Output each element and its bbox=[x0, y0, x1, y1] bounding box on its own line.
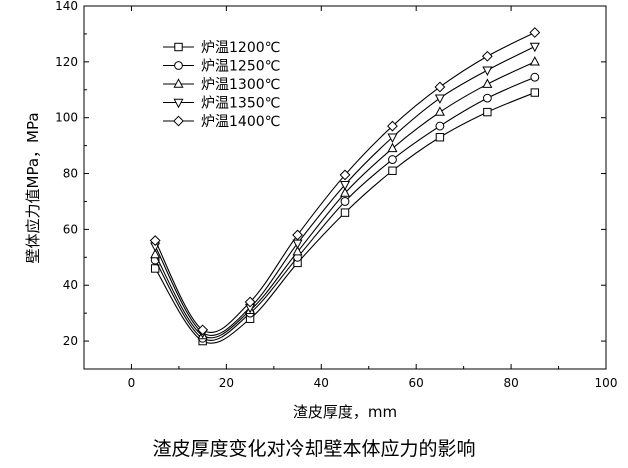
data-point bbox=[435, 133, 445, 142]
data-point bbox=[339, 187, 351, 197]
plot-frame bbox=[83, 5, 607, 370]
x-tick-label: 0 bbox=[128, 376, 136, 390]
legend-label: 炉温1350℃ bbox=[201, 96, 280, 112]
data-point bbox=[434, 106, 445, 116]
series-line bbox=[154, 92, 536, 344]
data-point bbox=[387, 120, 398, 132]
data-point bbox=[150, 264, 160, 273]
legend-marker bbox=[174, 61, 183, 70]
data-point bbox=[388, 155, 397, 164]
legend-marker bbox=[173, 78, 184, 88]
data-point bbox=[292, 245, 303, 256]
data-point bbox=[482, 66, 493, 76]
data-point bbox=[388, 166, 397, 175]
x-tick-label: 20 bbox=[219, 376, 234, 390]
y-tick-label: 40 bbox=[63, 278, 78, 292]
legend-label: 炉温1400℃ bbox=[201, 114, 280, 130]
data-point bbox=[387, 133, 398, 144]
data-point bbox=[150, 248, 161, 259]
legend-label: 炉温1250℃ bbox=[201, 59, 280, 75]
axis-ticks: 0 20 40 60 80 100 20 40 60 80 100 120 140 bbox=[55, 0, 617, 390]
y-axis-label: 壁体应力值MPa，MPa bbox=[24, 112, 42, 263]
y-tick-label: 100 bbox=[55, 111, 78, 125]
data-point bbox=[481, 50, 493, 62]
legend: 炉温1200℃ 炉温1250℃ 炉温1300℃ 炉温1350℃ 炉温1400℃ bbox=[163, 40, 280, 130]
legend-marker bbox=[173, 115, 184, 127]
legend-marker bbox=[173, 98, 184, 109]
data-point bbox=[149, 235, 161, 246]
data-point bbox=[387, 142, 398, 153]
data-point bbox=[434, 81, 446, 93]
y-tick-label: 120 bbox=[55, 55, 78, 69]
data-point bbox=[244, 296, 256, 308]
data-point bbox=[339, 169, 351, 181]
x-tick-label: 60 bbox=[409, 376, 424, 390]
data-point bbox=[292, 229, 303, 241]
y-tick-label: 20 bbox=[63, 334, 78, 348]
data-point bbox=[530, 72, 540, 82]
data-point bbox=[483, 107, 492, 117]
data-point bbox=[482, 93, 492, 103]
data-point bbox=[482, 78, 493, 88]
legend-label: 炉温1300℃ bbox=[201, 77, 280, 93]
y-tick-label: 80 bbox=[63, 167, 78, 181]
x-axis-label: 渣皮厚度，mm bbox=[293, 403, 397, 421]
series-line bbox=[154, 61, 536, 339]
y-tick-label: 60 bbox=[63, 222, 78, 236]
series-line bbox=[154, 76, 536, 341]
data-point bbox=[529, 27, 541, 38]
data-point bbox=[435, 121, 445, 131]
figure-caption: 渣皮厚度变化对冷却壁本体应力的影响 bbox=[152, 438, 476, 460]
data-point bbox=[529, 42, 540, 53]
x-tick-label: 40 bbox=[314, 376, 329, 390]
series-group bbox=[149, 27, 541, 346]
data-point bbox=[434, 94, 445, 104]
data-point bbox=[340, 208, 350, 217]
y-tick-label: 140 bbox=[55, 0, 78, 13]
data-point bbox=[197, 324, 209, 336]
data-point bbox=[340, 197, 350, 206]
data-point bbox=[339, 181, 351, 191]
data-point bbox=[529, 56, 540, 66]
x-tick-label: 80 bbox=[503, 376, 518, 390]
data-point bbox=[530, 88, 540, 97]
legend-marker bbox=[174, 42, 183, 52]
x-tick-label: 100 bbox=[595, 376, 618, 390]
legend-label: 炉温1200℃ bbox=[201, 40, 280, 56]
series-line bbox=[154, 45, 536, 336]
